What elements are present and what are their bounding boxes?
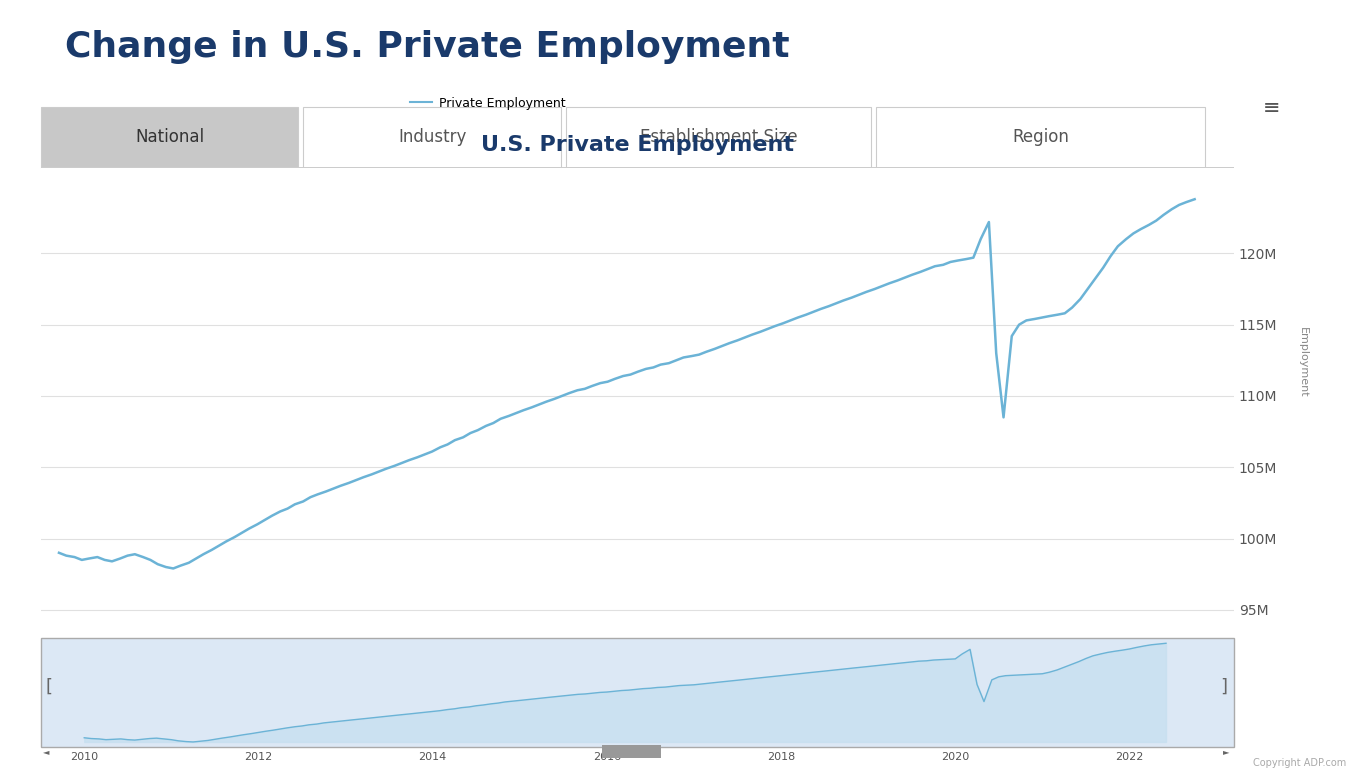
Text: ◄: ◄: [43, 747, 50, 756]
Text: ►: ►: [1223, 747, 1229, 756]
Text: ]: ]: [1220, 678, 1227, 696]
Text: National: National: [136, 129, 205, 146]
Text: [: [: [46, 678, 53, 696]
FancyBboxPatch shape: [565, 107, 871, 168]
Text: Industry: Industry: [397, 129, 466, 146]
Text: Establishment Size: Establishment Size: [640, 129, 797, 146]
Text: Change in U.S. Private Employment: Change in U.S. Private Employment: [65, 30, 789, 65]
Bar: [41, 167, 1234, 169]
Legend: Private Employment: Private Employment: [405, 92, 571, 115]
Bar: [602, 745, 662, 758]
Title: U.S. Private Employment: U.S. Private Employment: [481, 136, 793, 156]
Text: Region: Region: [1012, 129, 1069, 146]
FancyBboxPatch shape: [304, 107, 561, 168]
FancyBboxPatch shape: [876, 107, 1205, 168]
Text: Copyright ADP.com: Copyright ADP.com: [1253, 758, 1347, 768]
Text: Employment: Employment: [1298, 326, 1307, 397]
FancyBboxPatch shape: [41, 107, 298, 168]
Text: ≡: ≡: [1262, 98, 1280, 118]
